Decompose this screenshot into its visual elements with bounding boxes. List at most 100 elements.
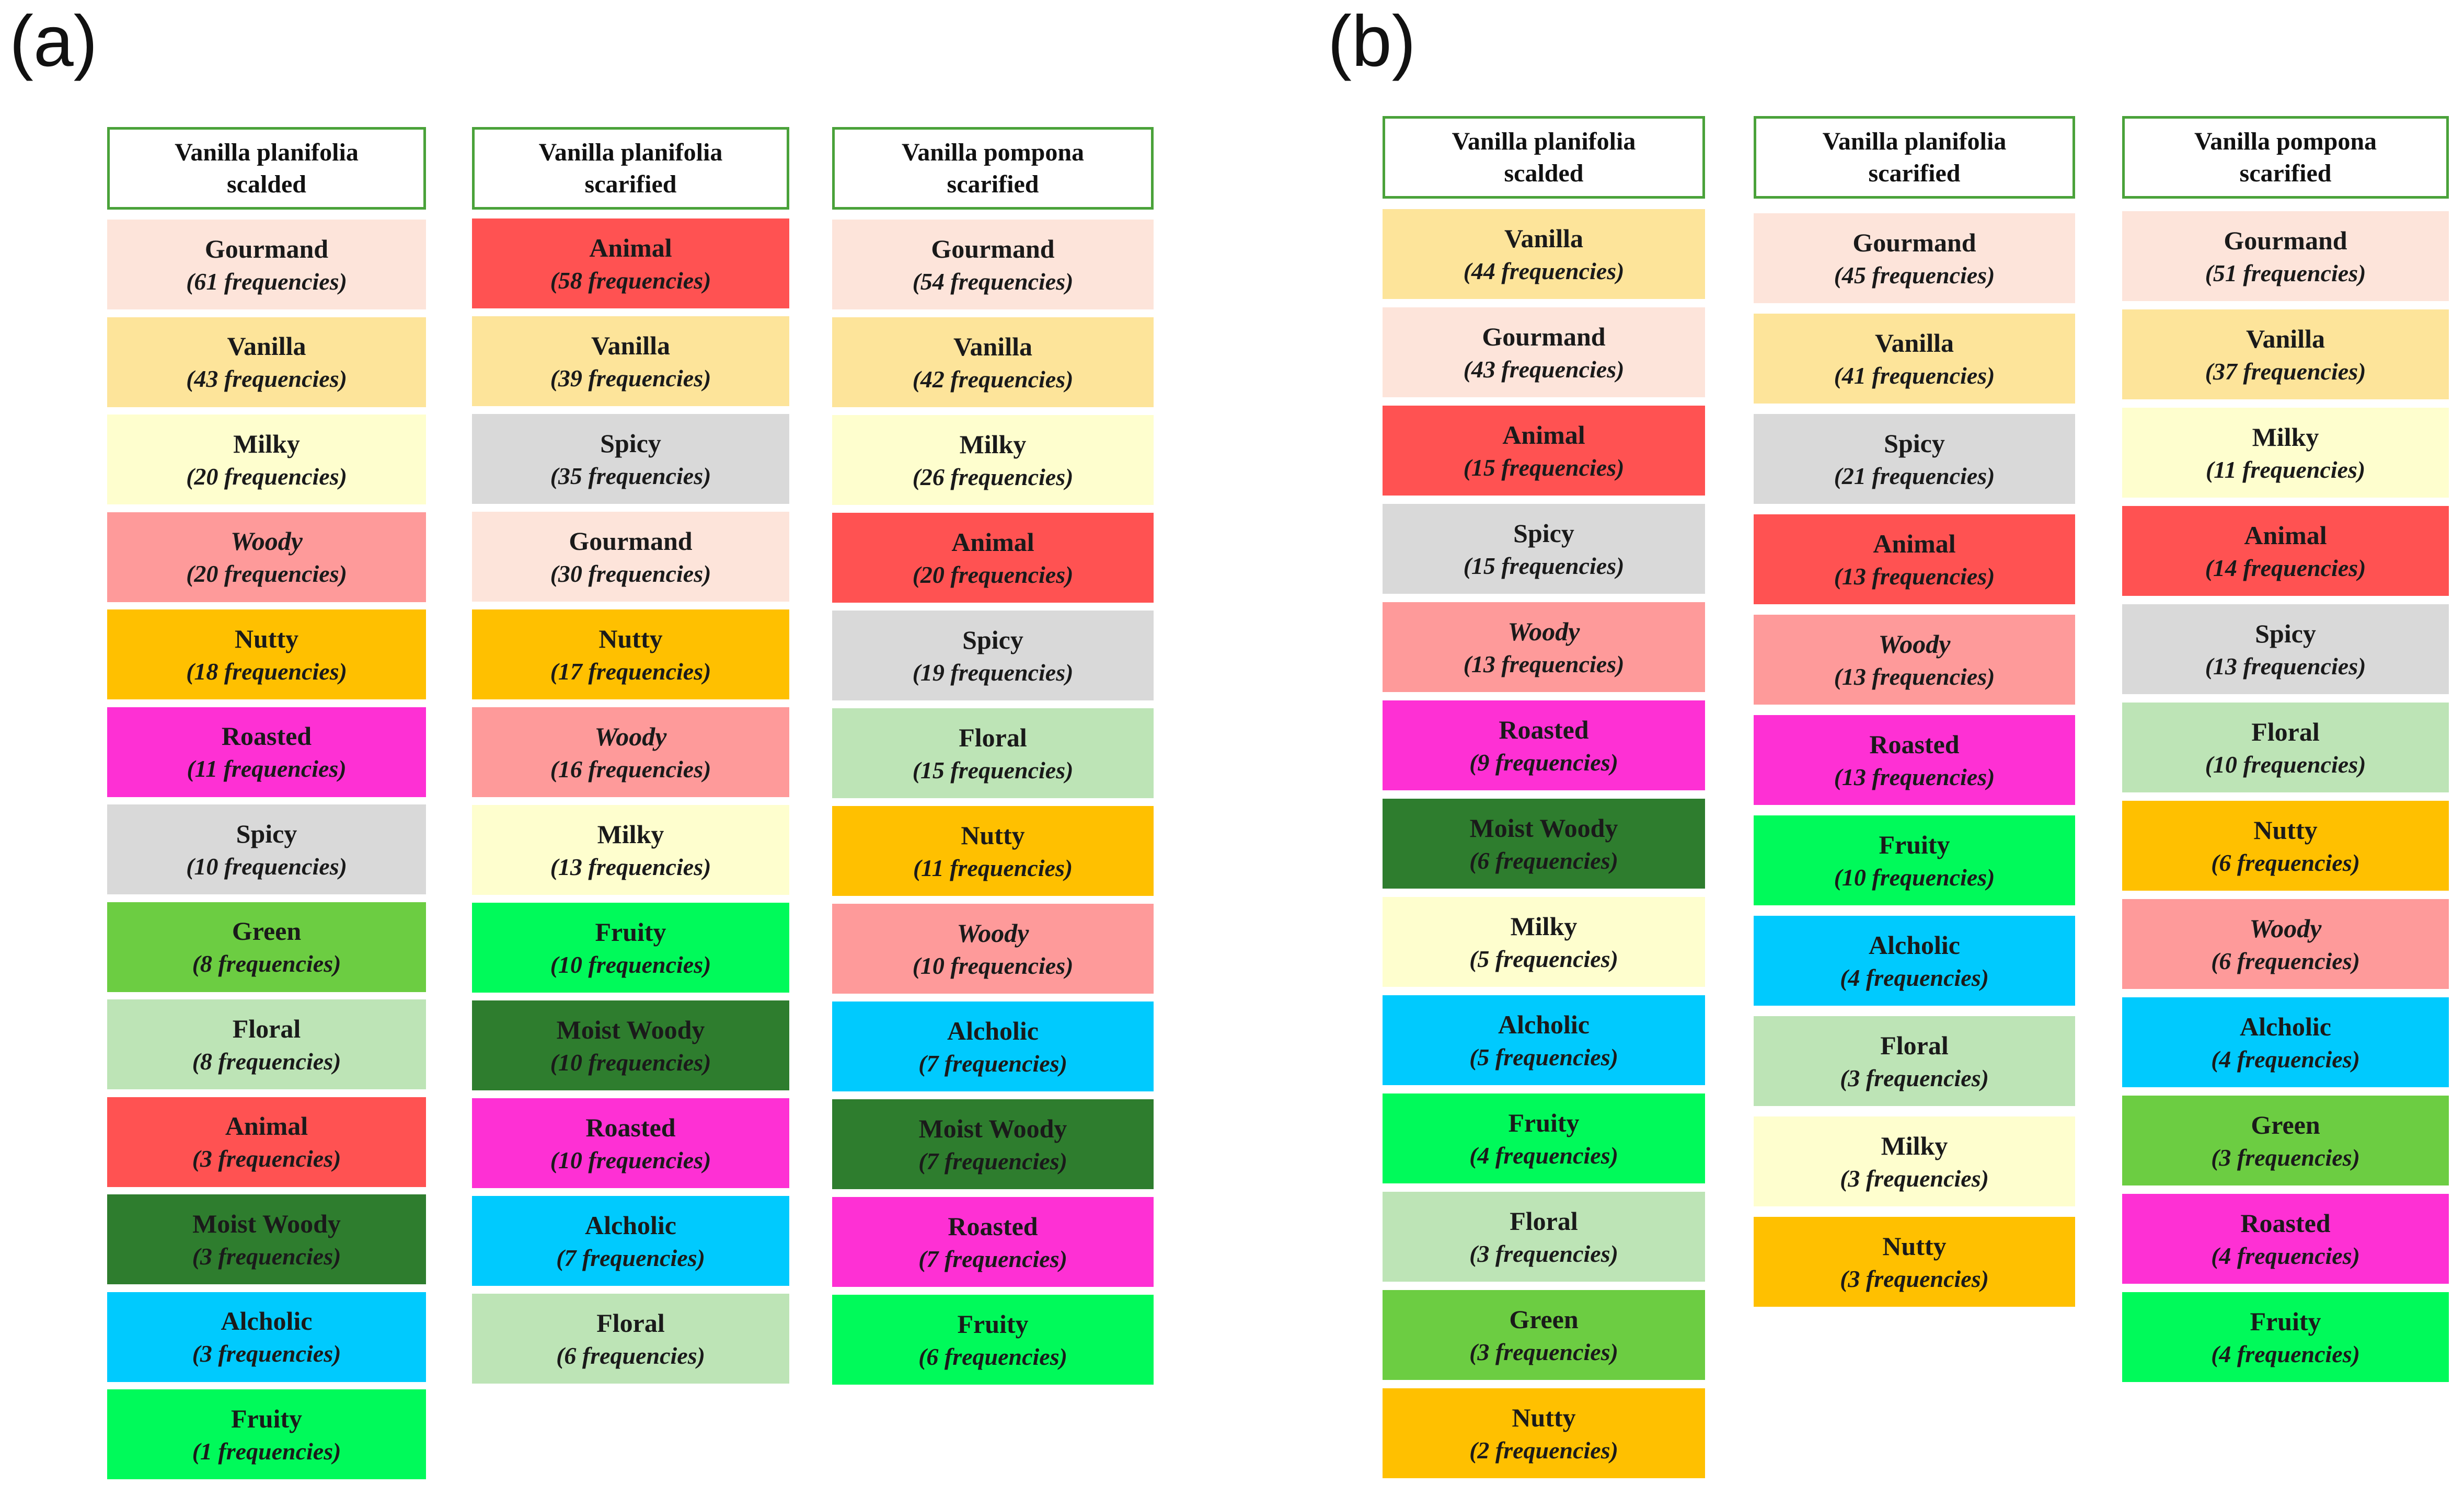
descriptor-box-animal: Animal (58 frequencies) xyxy=(472,218,789,308)
descriptor-name: Moist Woody xyxy=(192,1208,341,1238)
descriptor-frequency: (13 frequencies) xyxy=(1834,562,1995,590)
descriptor-frequency: (41 frequencies) xyxy=(1834,362,1995,389)
descriptor-frequency: (8 frequencies) xyxy=(192,950,341,977)
descriptor-box-roasted: Roasted (4 frequencies) xyxy=(2122,1194,2449,1284)
descriptor-box-woody: Woody (10 frequencies) xyxy=(832,904,1154,994)
descriptor-name: Animal xyxy=(951,527,1034,557)
descriptor-name: Alcholic xyxy=(947,1016,1039,1045)
descriptor-frequency: (14 frequencies) xyxy=(2205,554,2366,581)
descriptor-frequency: (11 frequencies) xyxy=(2205,456,2366,483)
descriptor-name: Nutty xyxy=(234,624,299,653)
descriptor-frequency: (7 frequencies) xyxy=(918,1050,1067,1077)
descriptor-name: Floral xyxy=(2251,717,2320,746)
descriptor-name: Nutty xyxy=(1882,1231,1947,1261)
descriptor-name: Woody xyxy=(1507,616,1580,646)
descriptor-name: Roasted xyxy=(221,721,312,751)
descriptor-box-alcholic: Alcholic (3 frequencies) xyxy=(107,1292,426,1382)
descriptor-box-moist-woody: Moist Woody (7 frequencies) xyxy=(832,1099,1154,1189)
descriptor-name: Alcholic xyxy=(221,1306,313,1336)
descriptor-box-gourmand: Gourmand (43 frequencies) xyxy=(1383,307,1705,397)
descriptor-box-animal: Animal (3 frequencies) xyxy=(107,1097,426,1187)
descriptor-name: Woody xyxy=(2249,913,2322,943)
descriptor-name: Floral xyxy=(596,1308,665,1338)
descriptor-box-spicy: Spicy (21 frequencies) xyxy=(1754,414,2075,504)
descriptor-name: Alcholic xyxy=(1498,1009,1590,1039)
descriptor-box-green: Green (3 frequencies) xyxy=(1383,1290,1705,1380)
descriptor-name: Milky xyxy=(1881,1131,1948,1160)
descriptor-box-milky: Milky (5 frequencies) xyxy=(1383,897,1705,987)
descriptor-frequency: (10 frequencies) xyxy=(550,1146,711,1173)
column-header-line1: Vanilla planifolia xyxy=(538,138,723,166)
descriptor-box-roasted: Roasted (11 frequencies) xyxy=(107,707,426,797)
descriptor-box-fruity: Fruity (10 frequencies) xyxy=(1754,815,2075,905)
descriptor-box-spicy: Spicy (13 frequencies) xyxy=(2122,604,2449,694)
descriptor-frequency: (54 frequencies) xyxy=(912,268,1074,295)
descriptor-name: Alcholic xyxy=(585,1210,676,1240)
descriptor-name: Roasted xyxy=(948,1211,1038,1241)
descriptor-name: Spicy xyxy=(1884,428,1945,458)
descriptor-name: Milky xyxy=(1510,911,1578,941)
descriptor-name: Milky xyxy=(2252,422,2319,452)
descriptor-name: Animal xyxy=(589,233,672,262)
descriptor-name: Fruity xyxy=(595,917,666,947)
descriptor-box-fruity: Fruity (4 frequencies) xyxy=(2122,1292,2449,1382)
descriptor-frequency: (39 frequencies) xyxy=(550,364,711,392)
descriptor-box-woody: Woody (16 frequencies) xyxy=(472,707,789,797)
descriptor-frequency: (35 frequencies) xyxy=(550,462,711,489)
descriptor-frequency: (45 frequencies) xyxy=(1834,261,1995,289)
panel-label: (a) xyxy=(9,1,98,82)
descriptor-name: Gourmand xyxy=(2224,225,2347,255)
descriptor-box-fruity: Fruity (1 frequencies) xyxy=(107,1389,426,1479)
descriptor-box-green: Green (3 frequencies) xyxy=(2122,1096,2449,1185)
descriptor-box-gourmand: Gourmand (30 frequencies) xyxy=(472,512,789,602)
descriptor-name: Spicy xyxy=(600,428,661,458)
column-header: Vanilla planifolia scalded xyxy=(107,127,426,210)
descriptor-frequency: (3 frequencies) xyxy=(192,1340,341,1367)
descriptor-name: Alcholic xyxy=(1869,930,1960,960)
descriptor-box-spicy: Spicy (15 frequencies) xyxy=(1383,504,1705,594)
descriptor-name: Spicy xyxy=(962,625,1023,654)
descriptor-name: Spicy xyxy=(2255,618,2316,648)
descriptor-name: Fruity xyxy=(1879,830,1950,859)
descriptor-name: Roasted xyxy=(1869,729,1960,759)
descriptor-box-woody: Woody (6 frequencies) xyxy=(2122,899,2449,989)
descriptor-box-milky: Milky (26 frequencies) xyxy=(832,415,1154,505)
descriptor-name: Roasted xyxy=(1499,715,1589,744)
descriptor-frequency: (13 frequencies) xyxy=(1463,650,1625,677)
descriptor-box-floral: Floral (3 frequencies) xyxy=(1754,1016,2075,1106)
column-header: Vanilla planifolia scalded xyxy=(1383,116,1705,199)
descriptor-frequency: (20 frequencies) xyxy=(186,463,347,490)
descriptor-frequency: (8 frequencies) xyxy=(192,1047,341,1075)
descriptor-frequency: (19 frequencies) xyxy=(912,659,1074,686)
descriptor-name: Moist Woody xyxy=(918,1113,1067,1143)
descriptor-box-fruity: Fruity (6 frequencies) xyxy=(832,1295,1154,1385)
descriptor-name: Green xyxy=(1509,1304,1579,1334)
descriptor-frequency: (3 frequencies) xyxy=(1469,1338,1618,1365)
descriptor-name: Roasted xyxy=(585,1112,676,1142)
descriptor-box-nutty: Nutty (6 frequencies) xyxy=(2122,801,2449,891)
descriptor-name: Nutty xyxy=(961,820,1025,850)
descriptor-name: Milky xyxy=(233,429,300,458)
descriptor-frequency: (10 frequencies) xyxy=(1834,864,1995,891)
descriptor-box-roasted: Roasted (9 frequencies) xyxy=(1383,700,1705,790)
descriptor-name: Vanilla xyxy=(2246,324,2325,353)
descriptor-frequency: (3 frequencies) xyxy=(1840,1265,1989,1292)
descriptor-frequency: (4 frequencies) xyxy=(1469,1142,1618,1169)
descriptor-frequency: (61 frequencies) xyxy=(186,268,347,295)
descriptor-frequency: (9 frequencies) xyxy=(1469,749,1618,776)
descriptor-box-roasted: Roasted (10 frequencies) xyxy=(472,1098,789,1188)
descriptor-name: Vanilla xyxy=(953,331,1032,361)
descriptor-frequency: (18 frequencies) xyxy=(186,658,347,685)
descriptor-name: Animal xyxy=(2244,520,2327,550)
descriptor-frequency: (5 frequencies) xyxy=(1469,1043,1618,1070)
descriptor-frequency: (3 frequencies) xyxy=(2211,1144,2360,1171)
descriptor-box-fruity: Fruity (4 frequencies) xyxy=(1383,1093,1705,1183)
descriptor-frequency: (11 frequencies) xyxy=(913,854,1073,881)
column-header-line1: Vanilla pompona xyxy=(2194,127,2377,155)
descriptor-box-floral: Floral (3 frequencies) xyxy=(1383,1192,1705,1282)
descriptor-box-woody: Woody (20 frequencies) xyxy=(107,512,426,602)
descriptor-name: Nutty xyxy=(1512,1402,1576,1432)
descriptor-frequency: (13 frequencies) xyxy=(1834,763,1995,790)
column-header-line2: scarified xyxy=(947,170,1039,198)
descriptor-name: Fruity xyxy=(1508,1108,1580,1137)
